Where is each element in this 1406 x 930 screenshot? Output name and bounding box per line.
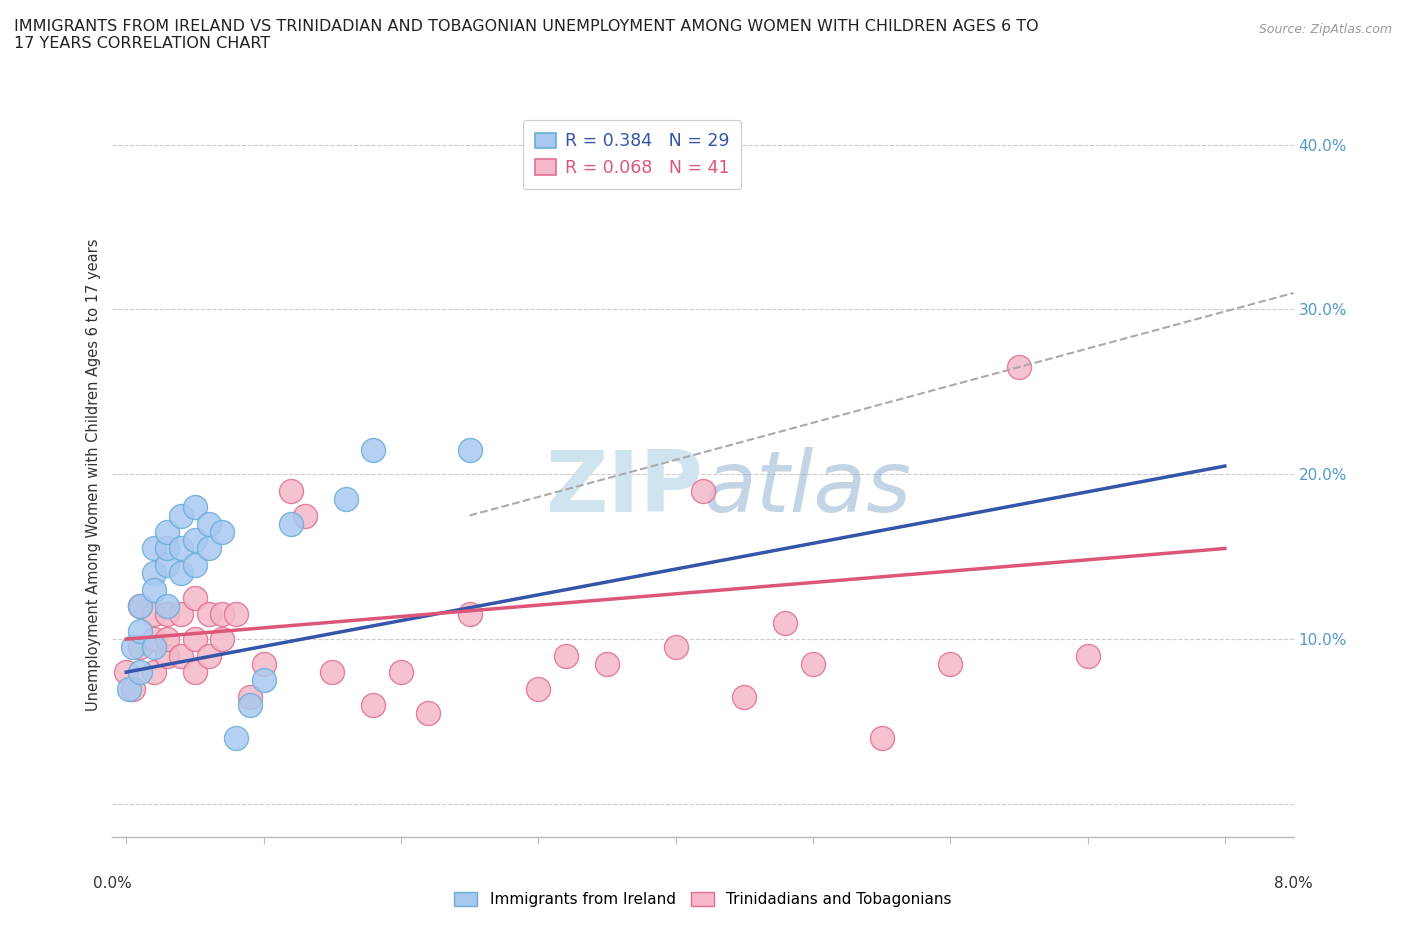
Point (142, 631, 165, 646)
Point (170, 607, 193, 622)
Point (170, 541, 193, 556)
Point (170, 508, 193, 523)
Text: 8.0%: 8.0% (1274, 876, 1313, 891)
Y-axis label: Unemployment Among Women with Children Ages 6 to 17 years: Unemployment Among Women with Children A… (86, 238, 101, 711)
Point (363, 442, 385, 457)
Point (129, 599, 152, 614)
Point (170, 648, 193, 663)
Point (1076, 648, 1098, 663)
Point (458, 607, 481, 622)
Point (156, 607, 179, 622)
Point (280, 484, 302, 498)
Legend: R = 0.384   N = 29, R = 0.068   N = 41: R = 0.384 N = 29, R = 0.068 N = 41 (523, 120, 741, 190)
Point (596, 657, 619, 671)
Point (321, 665, 343, 680)
Point (184, 591, 207, 605)
Point (142, 582, 165, 597)
Point (197, 541, 219, 556)
Point (280, 516, 302, 531)
Point (156, 525, 179, 539)
Point (197, 516, 219, 531)
Point (197, 607, 219, 622)
Point (664, 640, 686, 655)
Point (239, 698, 262, 712)
Point (389, 665, 412, 680)
Point (225, 607, 247, 622)
Point (335, 492, 357, 507)
Point (156, 648, 179, 663)
Point (115, 665, 138, 680)
Point (129, 640, 152, 655)
Point (225, 731, 247, 746)
Point (801, 657, 824, 671)
Point (118, 681, 141, 696)
Point (184, 631, 207, 646)
Text: atlas: atlas (703, 447, 911, 530)
Point (122, 681, 145, 696)
Point (142, 541, 165, 556)
Point (211, 607, 233, 622)
Point (239, 689, 262, 704)
Point (733, 689, 755, 704)
Point (184, 665, 207, 680)
Text: ZIP: ZIP (546, 447, 703, 530)
Point (129, 599, 152, 614)
Point (211, 631, 233, 646)
Point (1008, 360, 1031, 375)
Point (184, 557, 207, 572)
Point (142, 640, 165, 655)
Point (156, 599, 179, 614)
Point (252, 673, 274, 688)
Text: IMMIGRANTS FROM IRELAND VS TRINIDADIAN AND TOBAGONIAN UNEMPLOYMENT AMONG WOMEN W: IMMIGRANTS FROM IRELAND VS TRINIDADIAN A… (14, 19, 1039, 51)
Legend: Immigrants from Ireland, Trinidadians and Tobagonians: Immigrants from Ireland, Trinidadians an… (449, 885, 957, 913)
Point (692, 484, 714, 498)
Point (554, 648, 576, 663)
Point (122, 640, 145, 655)
Point (156, 631, 179, 646)
Point (142, 607, 165, 622)
Point (170, 565, 193, 580)
Point (527, 681, 550, 696)
Point (129, 623, 152, 638)
Point (184, 499, 207, 514)
Point (156, 557, 179, 572)
Point (418, 706, 440, 721)
Point (156, 541, 179, 556)
Point (142, 565, 165, 580)
Point (184, 533, 207, 548)
Point (939, 657, 962, 671)
Text: 0.0%: 0.0% (93, 876, 132, 891)
Point (142, 665, 165, 680)
Point (252, 657, 274, 671)
Point (197, 648, 219, 663)
Point (458, 442, 481, 457)
Point (294, 508, 316, 523)
Point (775, 616, 797, 631)
Point (211, 525, 233, 539)
Point (870, 731, 893, 746)
Point (363, 698, 385, 712)
Text: Source: ZipAtlas.com: Source: ZipAtlas.com (1258, 23, 1392, 36)
Point (129, 665, 152, 680)
